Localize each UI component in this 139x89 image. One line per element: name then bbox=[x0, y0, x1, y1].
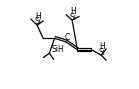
Text: C: C bbox=[64, 33, 70, 42]
Text: SiH: SiH bbox=[51, 45, 64, 54]
Text: Si: Si bbox=[70, 13, 76, 22]
Text: H: H bbox=[70, 7, 76, 16]
Text: Si: Si bbox=[34, 17, 41, 26]
Text: Si: Si bbox=[98, 48, 105, 57]
Text: H: H bbox=[35, 12, 41, 21]
Text: H: H bbox=[99, 42, 105, 51]
